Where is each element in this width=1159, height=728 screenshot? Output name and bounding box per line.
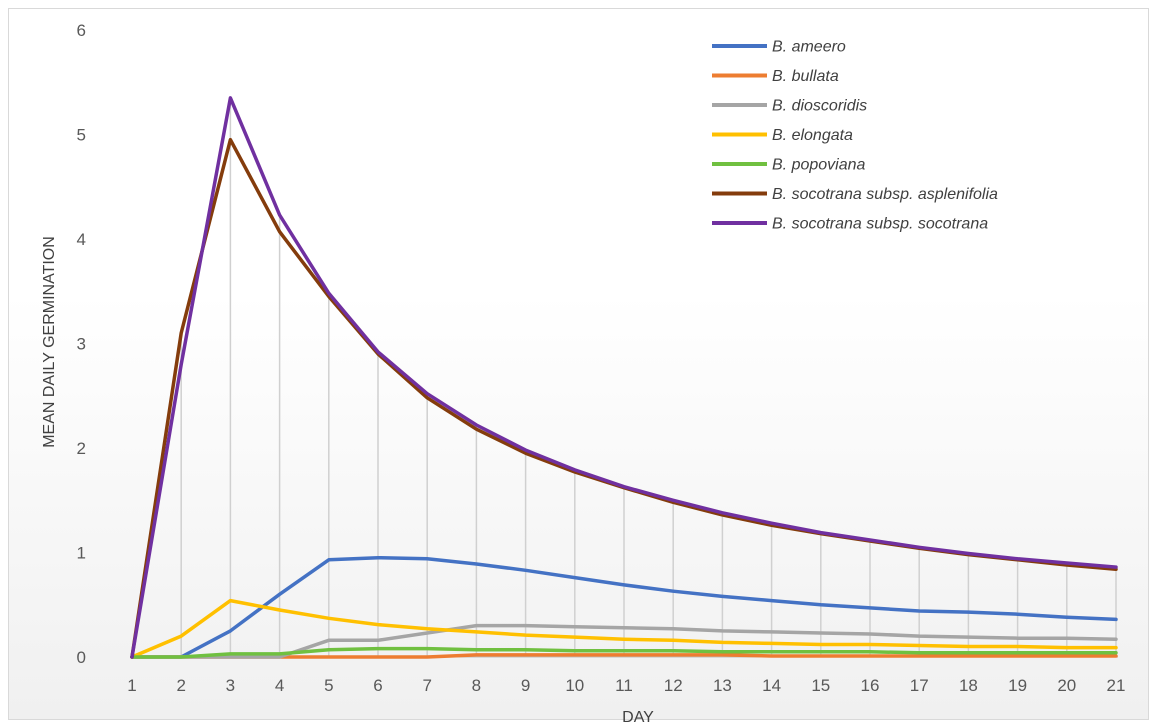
y-tick-label: 4 (77, 230, 86, 249)
legend: B. ameero B. bullata B. dioscoridis B. elon… (712, 39, 998, 233)
x-tick-label: 8 (472, 676, 481, 695)
x-tick-label: 3 (226, 676, 235, 695)
legend-label: B. socotrana subsp. socotrana (772, 216, 988, 233)
series-line (130, 646, 1118, 659)
x-tick-label: 20 (1057, 676, 1076, 695)
legend-item: B. popoviana (712, 157, 866, 174)
legend-item: B. ameero (712, 39, 846, 56)
legend-item: B. elongata (712, 127, 853, 144)
series-line (130, 653, 1118, 659)
x-tick-label: 19 (1008, 676, 1027, 695)
series-line (130, 96, 1118, 659)
y-tick-label: 3 (77, 335, 86, 354)
legend-label: B. popoviana (772, 157, 866, 174)
legend-label: B. elongata (772, 127, 853, 144)
y-tick-label: 0 (77, 648, 86, 667)
x-tick-label: 6 (373, 676, 382, 695)
series-lines (130, 96, 1118, 659)
x-tick-label: 17 (910, 676, 929, 695)
x-tick-label: 1 (127, 676, 136, 695)
x-tick-label: 7 (422, 676, 431, 695)
x-axis-title: DAY (622, 709, 654, 726)
x-tick-label: 16 (861, 676, 880, 695)
y-tick-label: 5 (77, 126, 86, 145)
legend-label: B. ameero (772, 39, 846, 56)
x-tick-label: 13 (713, 676, 732, 695)
legend-item: B. bullata (712, 68, 839, 85)
y-tick-label: 1 (77, 544, 86, 563)
chart-frame (8, 8, 1149, 720)
legend-label: B. socotrana subsp. asplenifolia (772, 186, 998, 203)
x-tick-label: 4 (275, 676, 284, 695)
y-axis: 0 1 2 3 4 5 6 (77, 21, 86, 667)
y-tick-label: 6 (77, 21, 86, 40)
x-tick-label: 9 (521, 676, 530, 695)
x-tick-label: 11 (615, 676, 633, 695)
x-tick-label: 5 (324, 676, 333, 695)
x-tick-label: 12 (664, 676, 683, 695)
legend-item: B. dioscoridis (712, 98, 867, 115)
x-tick-label: 18 (959, 676, 978, 695)
x-tick-label: 14 (762, 676, 781, 695)
y-tick-label: 2 (77, 439, 86, 458)
x-tick-label: 2 (176, 676, 185, 695)
x-tick-label: 15 (811, 676, 830, 695)
series-line (130, 598, 1118, 659)
legend-item: B. socotrana subsp. socotrana (712, 216, 988, 233)
x-axis: 1 2 3 4 5 6 7 8 9 10 11 12 13 14 15 16 17 18 19 20 21 (127, 656, 1126, 695)
x-tick-label: 10 (565, 676, 584, 695)
legend-label: B. dioscoridis (772, 98, 867, 115)
x-tick-label: 21 (1107, 676, 1126, 695)
legend-label: B. bullata (772, 68, 839, 85)
series-line (130, 555, 1118, 659)
y-axis-title: MEAN DAILY GERMINATION (41, 236, 58, 448)
drop-lines (180, 97, 1117, 657)
legend-item: B. socotrana subsp. asplenifolia (712, 186, 998, 203)
